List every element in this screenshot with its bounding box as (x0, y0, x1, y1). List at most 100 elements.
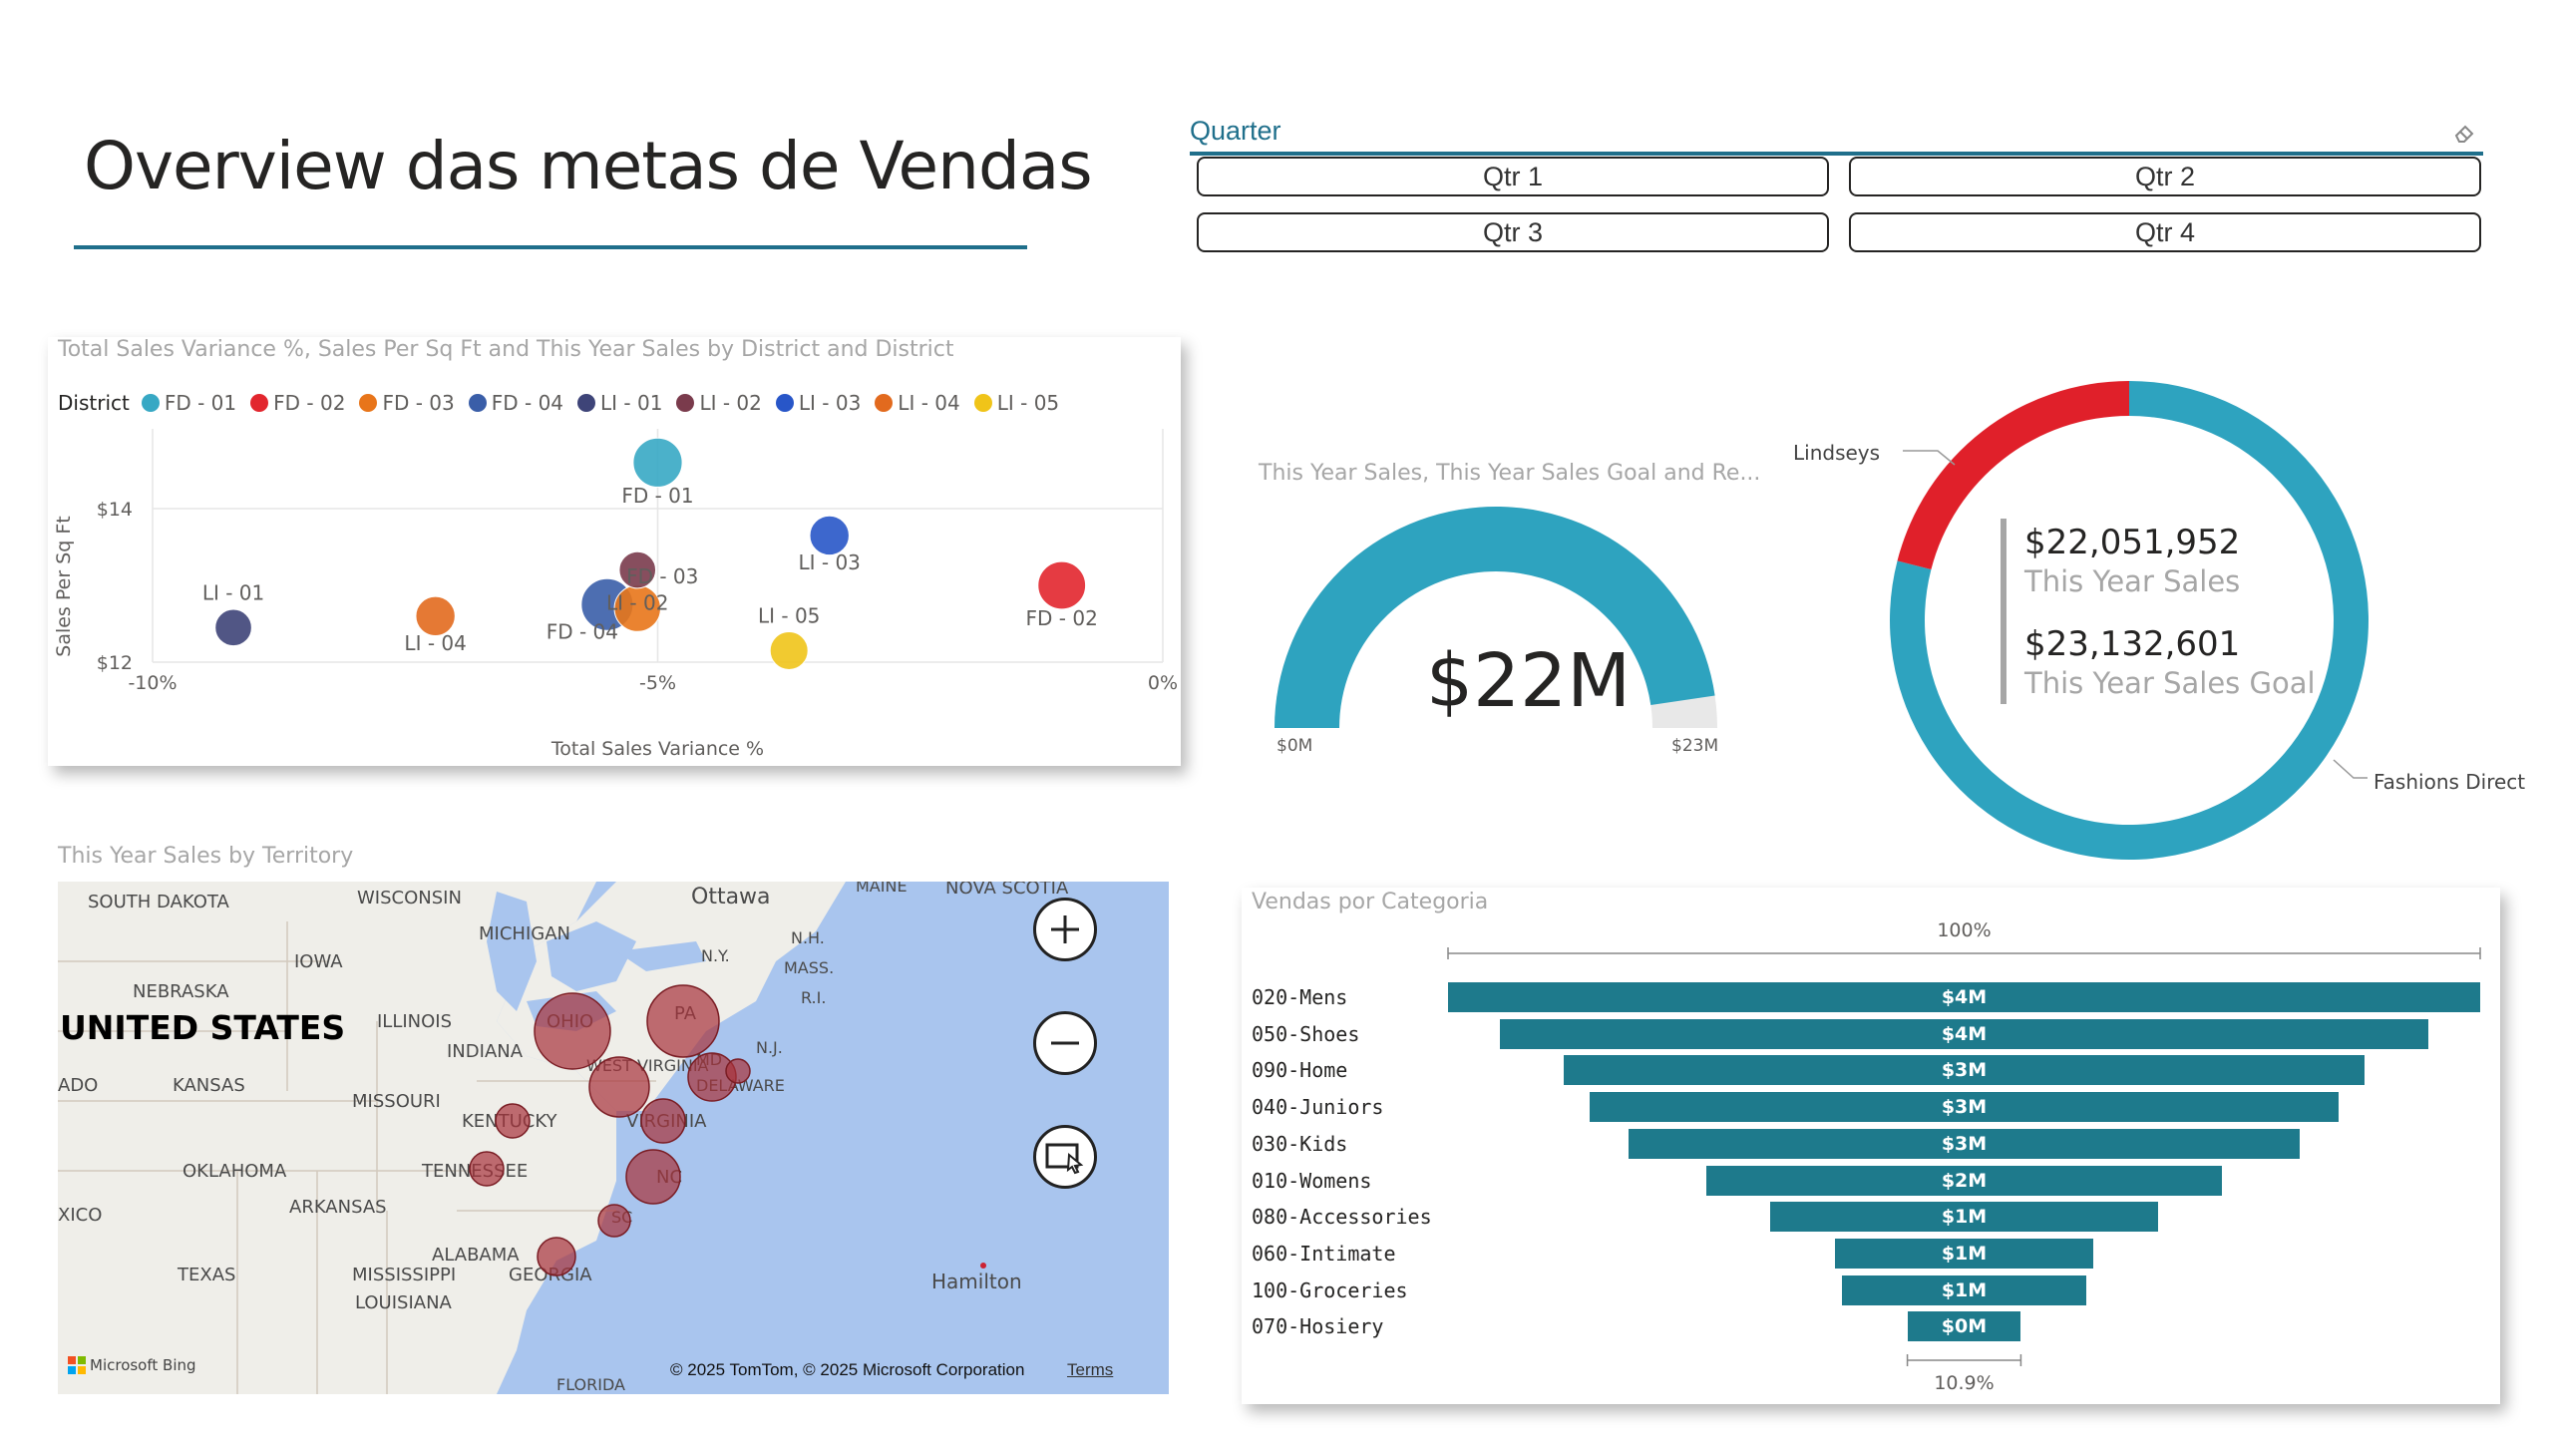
scatter-plot: -10% -5% 0% $12 $14 Total Sales Variance % Sal… (53, 429, 1178, 760)
map-terms-link[interactable]: Terms (1067, 1360, 1114, 1379)
map-label: N.Y. (701, 946, 730, 965)
city-dot (980, 1263, 986, 1269)
x-tick-label: -5% (639, 672, 676, 694)
minus-icon (1051, 1041, 1079, 1045)
x-tick-label: 0% (1148, 672, 1178, 694)
slicer-title: Quarter (1190, 116, 1281, 146)
funnel-category-label: 010-Womens (1252, 1168, 1372, 1193)
funnel-category-label: 070-Hosiery (1252, 1314, 1384, 1339)
legend-item[interactable]: LI - 04 (875, 391, 960, 415)
funnel-category-label: 080-Accessories (1252, 1205, 1432, 1230)
funnel-chart-card[interactable]: Vendas por Categoria 100% 10.9% 020-Mens $4… (1242, 888, 2500, 1404)
funnel-category-label: 090-Home (1252, 1058, 1348, 1083)
select-button[interactable] (1033, 1125, 1097, 1189)
scatter-point[interactable] (809, 515, 850, 556)
funnel-bar[interactable]: $1M (1835, 1238, 2093, 1269)
legend-dot (577, 394, 596, 412)
territory-map[interactable]: SOUTH DAKOTA WISCONSIN Ottawa MAINE NOVA SCO… (58, 882, 1169, 1394)
sales-bubble[interactable] (495, 1103, 531, 1139)
kpi-bar (2001, 519, 2006, 704)
sales-bubble[interactable] (469, 1151, 505, 1187)
qtr-4-button[interactable]: Qtr 4 (1849, 212, 2481, 252)
scatter-point[interactable] (415, 595, 456, 636)
funnel-category-label: 030-Kids (1252, 1131, 1348, 1156)
x-tick-label: -10% (128, 672, 177, 694)
point-label: LI - 01 (202, 580, 264, 604)
scatter-point[interactable] (214, 608, 252, 647)
funnel-bar[interactable]: $3M (1629, 1128, 2300, 1159)
legend-dot (775, 394, 794, 412)
map-canvas[interactable]: SOUTH DAKOTA WISCONSIN Ottawa MAINE NOVA SCO… (58, 882, 1169, 1394)
map-label: IOWA (294, 951, 343, 972)
qtr-1-button[interactable]: Qtr 1 (1197, 157, 1829, 196)
scatter-point[interactable] (769, 630, 809, 670)
legend-item[interactable]: FD - 02 (250, 391, 345, 415)
gauge-value: $22M (1426, 638, 1632, 724)
scatter-chart-card[interactable]: Total Sales Variance %, Sales Per Sq Ft … (48, 337, 1181, 766)
y-tick-label: $14 (97, 499, 133, 521)
legend-item[interactable]: FD - 01 (141, 391, 237, 415)
zoom-in-button[interactable] (1033, 898, 1097, 961)
map-label: ILLINOIS (377, 1011, 452, 1032)
sales-bubble[interactable] (588, 1056, 650, 1118)
funnel-category-label: 050-Shoes (1252, 1021, 1360, 1046)
sales-bubble[interactable] (640, 1098, 686, 1144)
qtr-2-button[interactable]: Qtr 2 (1849, 157, 2481, 196)
zoom-out-button[interactable] (1033, 1011, 1097, 1075)
legend-item[interactable]: LI - 05 (973, 391, 1060, 415)
legend-dot (875, 394, 894, 412)
point-label: LI - 05 (758, 603, 820, 627)
scatter-point[interactable] (632, 437, 683, 488)
map-label: N.H. (791, 928, 825, 947)
funnel-title: Vendas por Categoria (1252, 890, 1489, 914)
legend-label: LI - 05 (996, 391, 1060, 415)
funnel-bar[interactable]: $0M (1907, 1311, 2021, 1342)
funnel-bar-label: $0M (1941, 1315, 1988, 1338)
donut-slice-lindseys[interactable] (1897, 381, 2129, 570)
funnel-bar[interactable]: $3M (1564, 1055, 2365, 1086)
legend-item[interactable]: LI - 03 (775, 391, 862, 415)
scatter-point[interactable] (618, 550, 657, 589)
map-label: KANSAS (173, 1075, 245, 1096)
sales-bubble[interactable] (646, 984, 720, 1058)
funnel-bar-label: $4M (1941, 986, 1988, 1008)
funnel-bar[interactable]: $4M (1448, 982, 2480, 1012)
funnel-bar[interactable]: $3M (1590, 1092, 2339, 1123)
legend-title: District (58, 391, 130, 415)
top-bracket (1447, 947, 2481, 959)
funnel-bar[interactable]: $1M (1841, 1274, 2087, 1305)
lake (547, 921, 636, 991)
sales-bubble[interactable] (625, 1149, 681, 1205)
legend-item[interactable]: FD - 03 (359, 391, 455, 415)
legend-item[interactable]: LI - 02 (676, 391, 762, 415)
label-fashions-direct: Fashions Direct (2373, 770, 2526, 794)
funnel-category-label: 060-Intimate (1252, 1241, 1396, 1266)
map-label: WISCONSIN (357, 888, 462, 909)
sales-bubble[interactable] (537, 1237, 576, 1276)
legend-label: FD - 01 (164, 391, 237, 415)
funnel-bar-label: $3M (1941, 1132, 1988, 1155)
legend-label: LI - 03 (798, 391, 862, 415)
eraser-icon[interactable] (2451, 120, 2477, 146)
scatter-point[interactable] (1037, 560, 1087, 610)
funnel-bar-label: $3M (1941, 1096, 1988, 1119)
funnel-bar[interactable]: $4M (1499, 1018, 2429, 1049)
point-label: FD - 03 (626, 564, 698, 588)
map-label: XICO (58, 1205, 102, 1226)
point-label: LI - 03 (798, 550, 860, 574)
gauge-chart[interactable] (1257, 489, 1735, 768)
land-area (58, 882, 616, 1394)
sales-bubble[interactable] (597, 1204, 631, 1238)
sales-bubble[interactable] (534, 992, 611, 1070)
legend-item[interactable]: LI - 01 (577, 391, 662, 415)
funnel-bar[interactable]: $1M (1770, 1202, 2158, 1233)
legend-item[interactable]: FD - 04 (468, 391, 563, 415)
funnel-bar[interactable]: $2M (1705, 1165, 2223, 1196)
donut-chart[interactable] (1775, 369, 2553, 868)
bing-logo: Microsoft Bing (68, 1356, 196, 1374)
y-tick-label: $12 (97, 652, 133, 674)
sales-bubble[interactable] (725, 1058, 751, 1084)
legend-dot (973, 394, 992, 412)
gauge-title: This Year Sales, This Year Sales Goal an… (1259, 461, 1761, 486)
qtr-3-button[interactable]: Qtr 3 (1197, 212, 1829, 252)
